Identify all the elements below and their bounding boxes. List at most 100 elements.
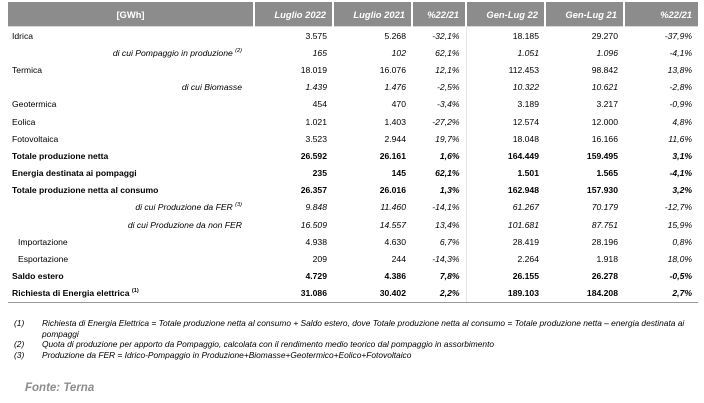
row-label: Fotovoltaica xyxy=(8,130,254,147)
table-cell: -12,7% xyxy=(664,202,692,213)
table-cell: 18.048 xyxy=(465,130,545,148)
table-cell: 165 xyxy=(312,47,327,58)
table-cell: 18.185 xyxy=(465,26,545,45)
row-label-text: Totale produzione netta al consumo xyxy=(12,185,159,196)
table-cell: 1.403 xyxy=(384,116,406,127)
table-cell: 18.019 xyxy=(300,64,327,75)
table-cell: 4.938 xyxy=(305,236,327,247)
footnote-text: Produzione da FER = Idrico-Pompaggio in … xyxy=(42,349,412,360)
footnote-marker: (3) xyxy=(235,202,242,209)
table-cell: 2.944 xyxy=(384,133,406,144)
table-cell: 454 xyxy=(312,99,327,110)
column-header: Gen-Lug 21 xyxy=(544,2,624,27)
table-cell: 11,6% xyxy=(668,133,692,144)
table-cell: 1.918 xyxy=(596,254,618,265)
row-label: di cui Produzione da non FER xyxy=(8,216,254,233)
table-cell: 1.476 xyxy=(384,82,406,93)
table-cell: 2,2% xyxy=(412,284,466,303)
column-header: %22/21 xyxy=(623,2,698,27)
table-row: Energia destinata ai pompaggi 235 145 62,1%… xyxy=(8,164,698,182)
table-cell: 26.278 xyxy=(591,271,618,282)
footnote-text: Quota di produzione per apporto da Pompa… xyxy=(42,339,495,350)
footnotes: (1) Richiesta di Energia Elettrica = Tota… xyxy=(14,318,694,360)
footnote-number: (1) xyxy=(14,318,25,328)
table-row: Totale produzione netta al consumo 26.357… xyxy=(8,181,698,199)
table-cell: 1.051 xyxy=(465,44,545,62)
column-header: Luglio 2022 xyxy=(253,2,333,27)
table-cell: 31.086 xyxy=(254,284,333,303)
row-label-text: di cui Pompaggio in produzione xyxy=(112,47,233,58)
table-cell: 3,1% xyxy=(672,150,692,161)
table-cell: -37,9% xyxy=(624,26,698,45)
table-row: Geotermica 454 470 -3,4% 3.189 3.217 -0,9% xyxy=(8,95,698,113)
table-row: di cui Produzione da FER (3) 9.848 11.460 -… xyxy=(8,198,698,217)
source-label: Fonte: Terna xyxy=(25,382,95,394)
table-cell: 62,1% xyxy=(435,47,460,58)
row-label: di cui Pompaggio in produzione (2) xyxy=(8,44,254,61)
table-cell: 1.096 xyxy=(596,47,618,58)
row-label-text: Geotermica xyxy=(12,99,57,110)
table-cell: 157.930 xyxy=(586,185,618,196)
table-row: Importazione 4.938 4.630 6,7% 28.419 28.196 0,… xyxy=(8,233,698,251)
row-label: Eolica xyxy=(8,113,254,130)
row-label: Energia destinata ai pompaggi xyxy=(8,165,254,182)
table-cell: 2.264 xyxy=(465,250,545,268)
table-cell: 16.166 xyxy=(591,133,618,144)
table-row: Richiesta di Energia elettrica (1) 31.086… xyxy=(8,284,698,303)
table-cell: 6,7% xyxy=(439,236,460,247)
row-label-text: Totale produzione netta xyxy=(12,150,109,161)
table-cell: 5.268 xyxy=(333,26,412,45)
table-row: Termica 18.019 16.076 12,1% 112.453 98.842 13,… xyxy=(8,61,698,79)
row-label: di cui Biomasse xyxy=(8,79,254,96)
table-cell: 470 xyxy=(391,99,406,110)
energy-balance-table: [GWh] Luglio 2022 Luglio 2021 %22/21 Gen-Lug… xyxy=(8,2,698,303)
footnote-number: (2) xyxy=(14,339,25,350)
table-cell: 3,2% xyxy=(672,185,692,196)
row-label: Richiesta di Energia elettrica (1) xyxy=(8,284,254,303)
table-cell: 26.155 xyxy=(465,267,545,285)
table-cell: 164.449 xyxy=(465,147,545,165)
table-cell: -2,5% xyxy=(437,82,460,93)
table-cell: 4.386 xyxy=(384,271,406,282)
table-cell: -27,2% xyxy=(432,116,460,127)
table-cell: 244 xyxy=(391,254,406,265)
table-cell: 3.217 xyxy=(596,99,618,110)
table-cell: 12.000 xyxy=(591,116,618,127)
table-cell: 3.523 xyxy=(305,133,327,144)
table-cell: 19,7% xyxy=(435,133,460,144)
table-cell: 61.267 xyxy=(465,198,545,217)
table-cell: 102 xyxy=(391,47,406,58)
footnote-marker: (2) xyxy=(235,47,242,54)
header-row: [GWh] Luglio 2022 Luglio 2021 %22/21 Gen-Lug… xyxy=(8,2,698,27)
table-row: di cui Pompaggio in produzione (2) 165 102… xyxy=(8,44,698,62)
table-cell: 3.189 xyxy=(465,95,545,113)
table-cell: 26.592 xyxy=(300,150,327,161)
table-cell: 235 xyxy=(312,168,327,179)
column-header: [GWh] xyxy=(8,2,254,27)
table-cell: 3.575 xyxy=(254,26,333,45)
table-cell: 29.270 xyxy=(545,26,624,45)
table-cell: 28.196 xyxy=(591,236,618,247)
footnote-text: Richiesta di Energia Elettrica = Totale … xyxy=(42,318,685,339)
table-cell: 13,8% xyxy=(667,64,692,75)
row-label-text: Idrica xyxy=(12,30,34,41)
table-cell: 4.630 xyxy=(384,236,406,247)
table-cell: 1.501 xyxy=(465,164,545,182)
table-row: Totale produzione netta 26.592 26.161 1,6% 1… xyxy=(8,147,698,165)
table-cell: 4,8% xyxy=(672,116,692,127)
table-cell: 16.076 xyxy=(379,64,406,75)
table-cell: 1.439 xyxy=(305,82,327,93)
table-cell: 12,1% xyxy=(435,64,460,75)
energy-table-container: [GWh] Luglio 2022 Luglio 2021 %22/21 Gen-Lug… xyxy=(8,2,698,303)
table-cell: 101.681 xyxy=(465,216,545,234)
table-row: Eolica 1.021 1.403 -27,2% 12.574 12.000 4,8% xyxy=(8,112,698,131)
table-cell: 26.016 xyxy=(379,185,406,196)
table-row: Saldo estero 4.729 4.386 7,8% 26.155 26.278 -0… xyxy=(8,267,698,285)
table-cell: -2,8% xyxy=(669,82,692,93)
table-row: Idrica 3.575 5.268 -32,1% 18.185 29.270 -37,9% xyxy=(8,26,698,45)
footnote: (1) Richiesta di Energia Elettrica = Tota… xyxy=(14,318,694,339)
table-cell: -32,1% xyxy=(412,26,466,45)
row-label-text: Saldo estero xyxy=(12,271,64,282)
table-cell: 26.357 xyxy=(300,185,327,196)
row-label: Totale produzione netta xyxy=(8,147,254,164)
